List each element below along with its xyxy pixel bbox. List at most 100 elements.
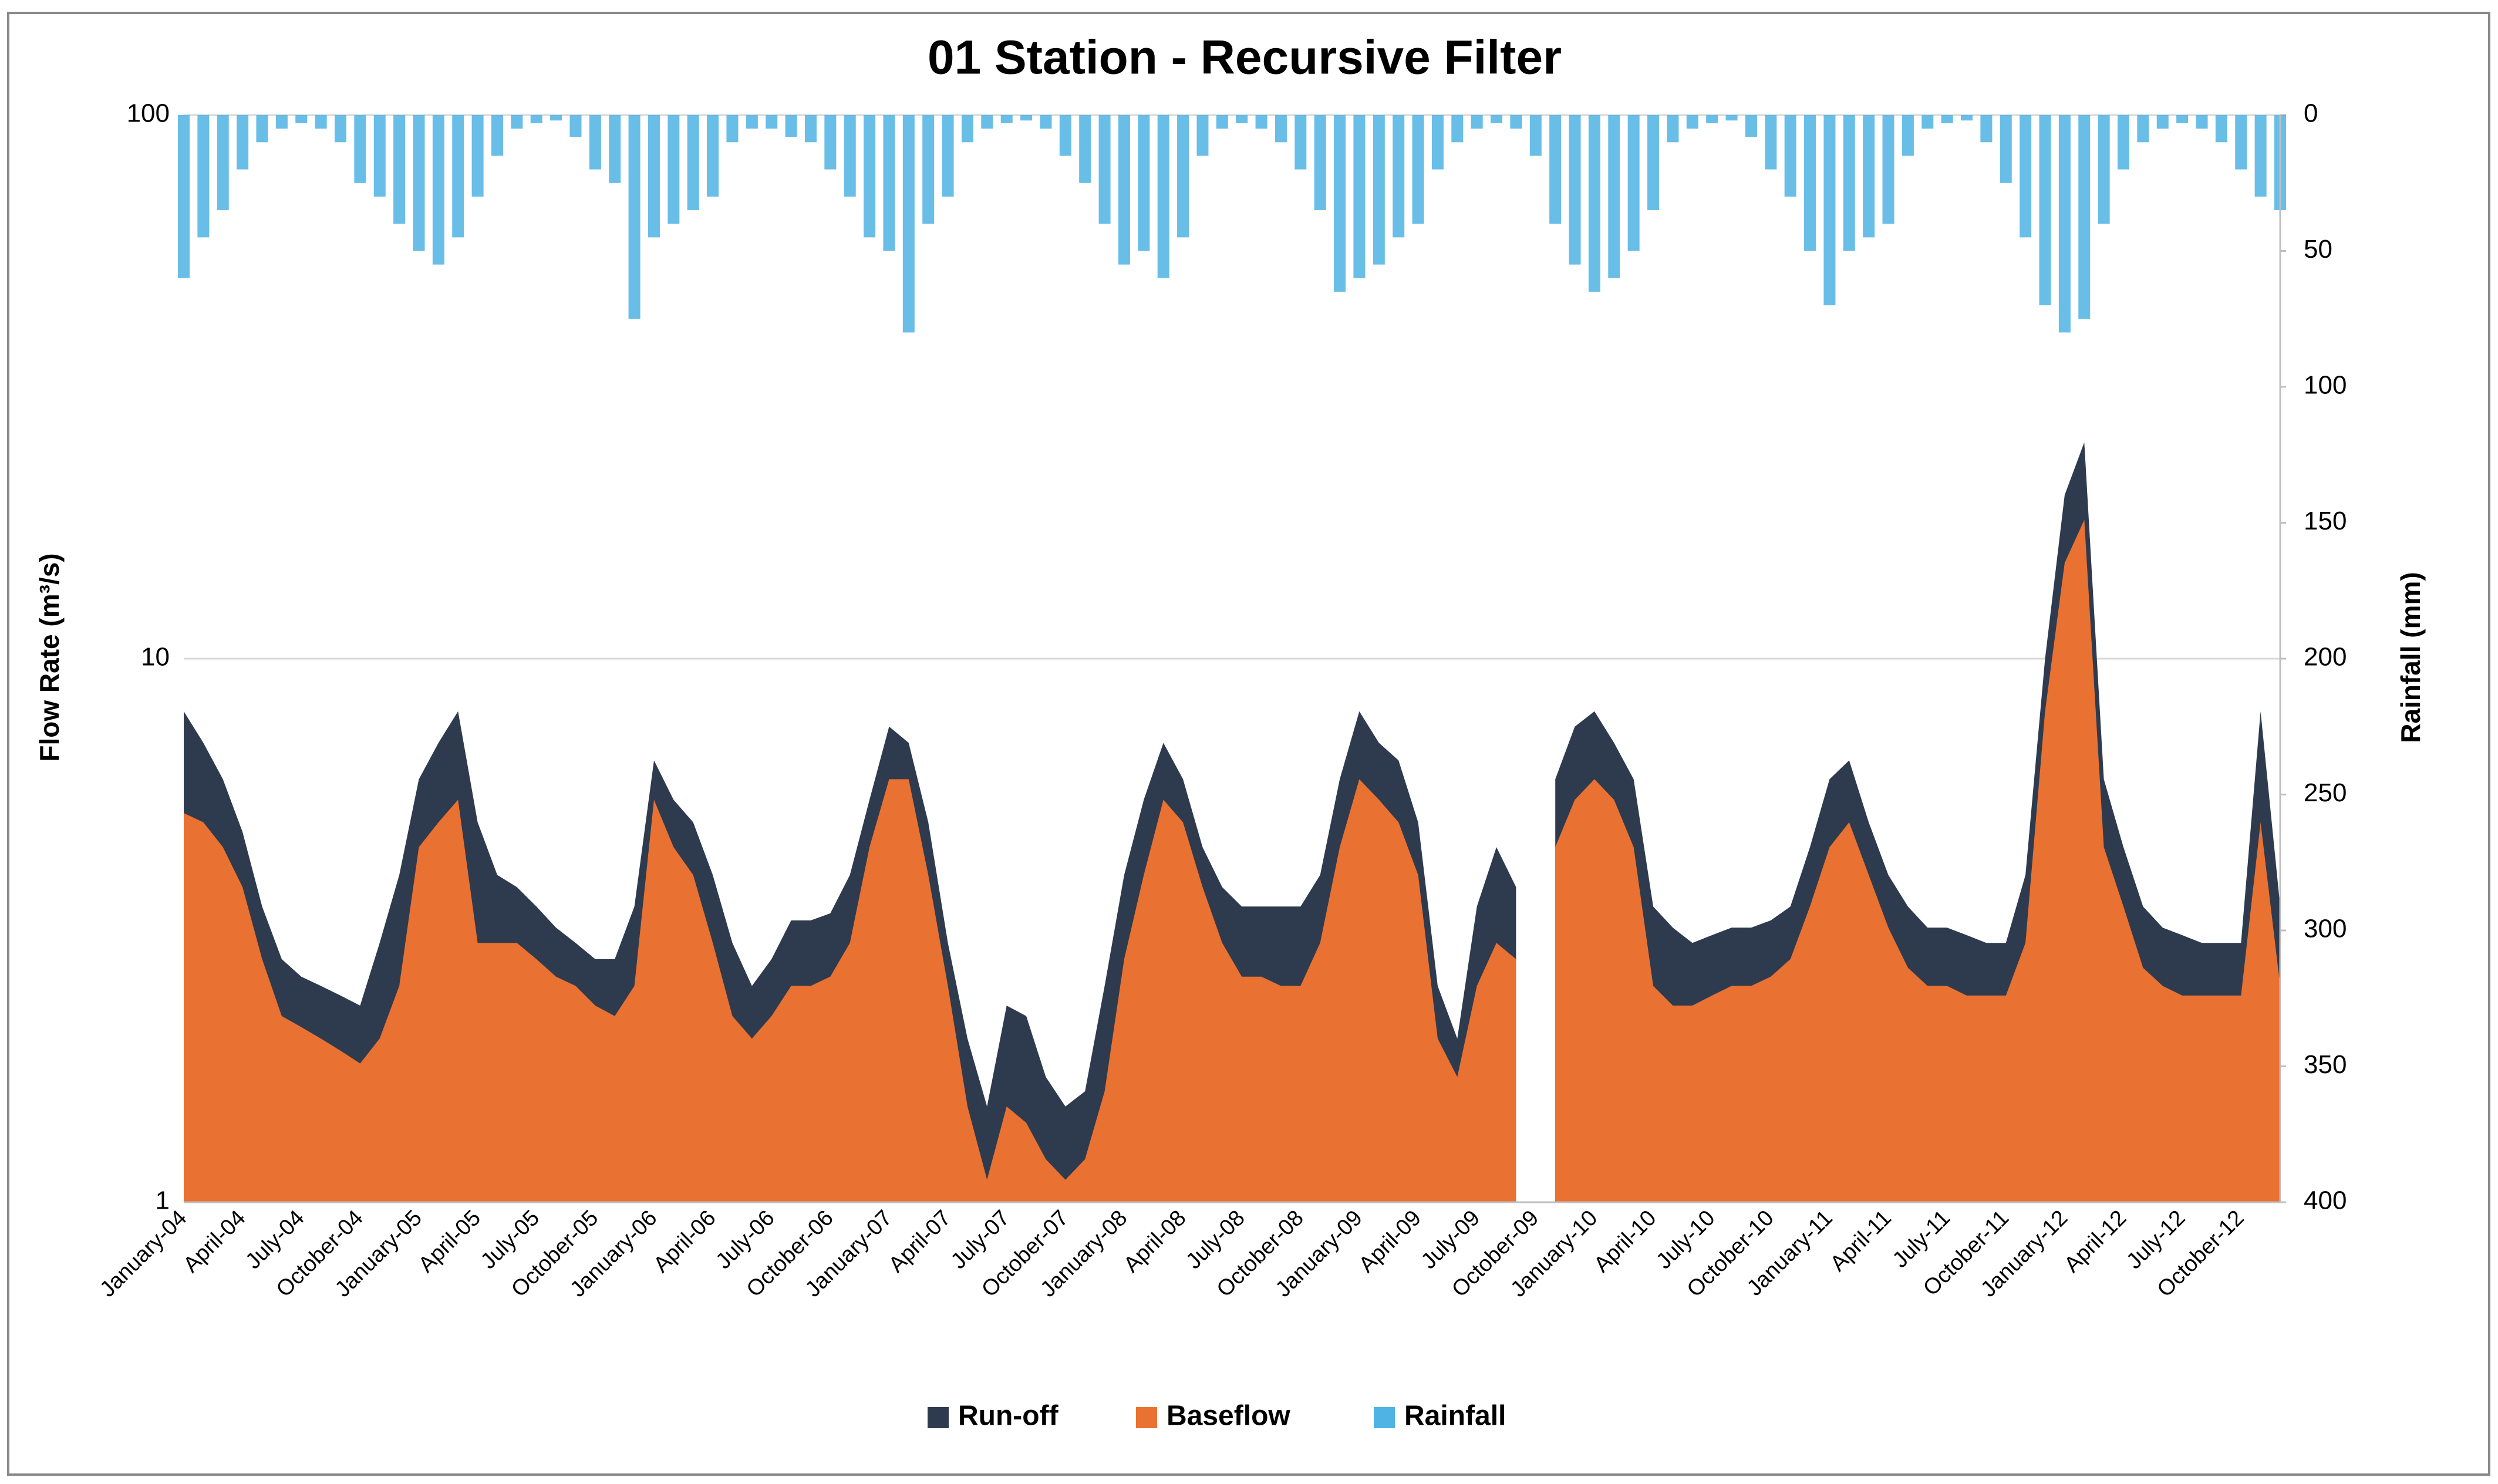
rain-bar [197,115,210,238]
rain-bar [2137,115,2149,143]
rain-bar [961,115,973,143]
rain-bar [1393,115,1405,238]
y2-tick-label: 250 [2304,778,2347,807]
rain-bar [1157,115,1169,278]
y2-tick-label: 350 [2304,1050,2347,1079]
rain-bar [1353,115,1366,278]
rain-bar [1471,115,1483,129]
rain-bar [1373,115,1385,265]
rain-bar [1784,115,1796,197]
rain-bar [864,115,876,238]
rain-bar [1431,115,1444,170]
legend-swatch [928,1407,949,1428]
rain-bar [1216,115,1228,129]
rain-bar [766,115,778,129]
y2-tick-label: 100 [2304,371,2347,400]
y2-tick-label: 50 [2304,235,2332,264]
area-baseflow [1555,520,2280,1202]
rain-bar [687,115,699,211]
y2-tick-label: 400 [2304,1186,2347,1215]
y2-tick-label: 300 [2304,915,2347,943]
rain-bar [256,115,268,143]
rain-bar [1020,115,1033,121]
rain-bar [844,115,856,197]
rain-bar [746,115,758,129]
rain-bar [1412,115,1424,224]
rain-bar [2039,115,2051,306]
rain-bar [1000,115,1013,123]
rain-bar [1314,115,1326,211]
rain-bar [1667,115,1679,143]
rain-bar [1529,115,1542,156]
rain-bar [2117,115,2130,170]
rain-bar [1255,115,1267,129]
rain-bar [1079,115,1091,183]
rain-bar [2254,115,2267,197]
rain-bar [1588,115,1600,292]
legend-label: Baseflow [1167,1401,1290,1432]
rain-bar [2020,115,2032,238]
rain-bar [707,115,719,197]
rain-bar [1980,115,1993,143]
rain-bar [2000,115,2012,183]
rain-bar [942,115,954,197]
rain-bar [1294,115,1307,170]
rain-bar [1510,115,1522,129]
rain-bar [2196,115,2208,129]
rain-bar [981,115,993,129]
rain-bar [432,115,444,265]
rain-bar [1745,115,1757,137]
rain-bar [2235,115,2247,170]
rain-bar [373,115,386,197]
rain-bar [237,115,249,170]
rain-bar [922,115,935,224]
legend-swatch [1136,1407,1157,1428]
rain-bar [1608,115,1620,278]
rain-bar [177,115,190,278]
rain-bar [1941,115,1953,123]
rain-bar [1098,115,1111,224]
rain-bar [334,115,347,143]
rain-bar [2078,115,2091,319]
y2-axis-title: Rainfall (mm) [2395,572,2426,743]
rain-bar [1549,115,1562,224]
rain-bar [1118,115,1130,265]
rain-bar [1765,115,1777,170]
legend-swatch [1374,1407,1395,1428]
rain-bar [589,115,601,170]
y2-tick-label: 150 [2304,507,2347,535]
rain-bar [1138,115,1150,251]
y-tick-label: 10 [141,643,170,672]
rain-bar [1686,115,1698,129]
rain-bar [491,115,503,156]
rain-bar [354,115,366,183]
rain-bar [1647,115,1660,211]
rain-bar [609,115,621,183]
rain-bar [668,115,680,224]
y2-tick-label: 0 [2304,99,2318,128]
rain-bar [883,115,895,251]
rain-bar [1863,115,1875,238]
rain-bar [2176,115,2189,123]
rain-bar [1275,115,1287,143]
rain-bar [569,115,582,137]
rain-bar [2156,115,2169,129]
rain-bar [824,115,837,170]
rain-bar [295,115,308,123]
rain-bar [217,115,229,211]
rain-bar [393,115,406,224]
area-baseflow [184,779,1516,1202]
rain-bar [1451,115,1464,143]
rain-bar [275,115,288,129]
rain-bar [1177,115,1189,238]
rain-bar [530,115,542,123]
rain-bar [2098,115,2110,224]
rain-bar [1843,115,1855,251]
rain-bar [1921,115,1934,129]
rain-bar [785,115,797,137]
rain-bar [2058,115,2071,333]
rain-bar [1491,115,1503,123]
rain-bar [1961,115,1973,121]
rain-bar [648,115,660,238]
